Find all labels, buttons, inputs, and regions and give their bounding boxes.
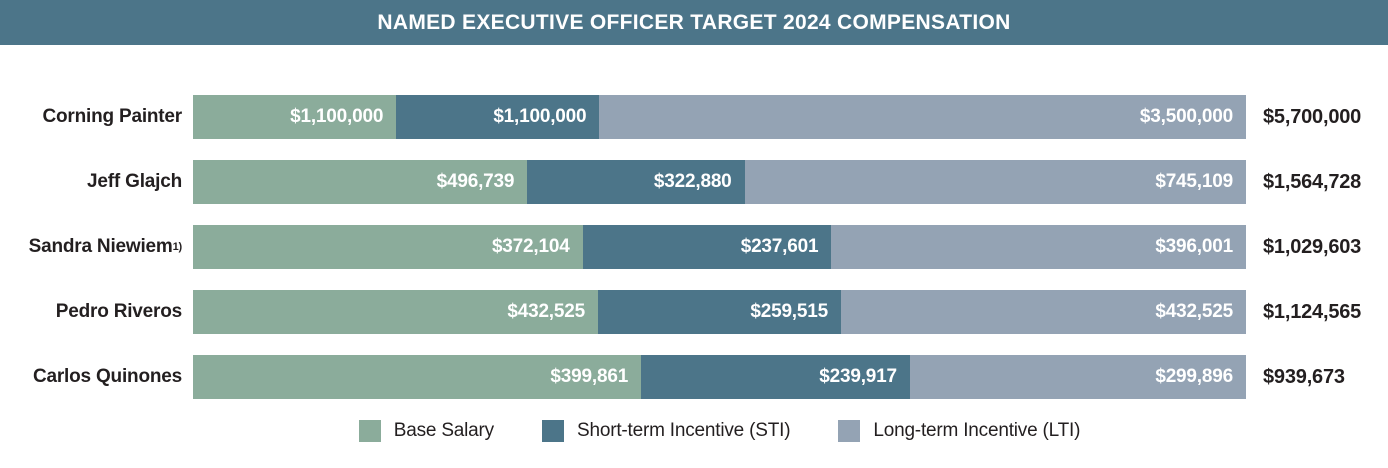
executive-name-label: Carlos Quinones xyxy=(32,366,182,387)
lti-value: $396,001 xyxy=(1155,236,1233,257)
sti-segment: $237,601 xyxy=(582,225,832,269)
compensation-bar: $496,739 $322,880 $745,109 xyxy=(193,160,1246,204)
chart-title: NAMED EXECUTIVE OFFICER TARGET 2024 COMP… xyxy=(377,10,1011,34)
total-compensation-value: $1,564,728 xyxy=(1263,170,1362,193)
sti-value: $322,880 xyxy=(653,171,732,192)
table-row: Jeff Glajch $496,739 $322,880 $745,109 $… xyxy=(0,160,1388,204)
legend-label: Short-term Incentive (STI) xyxy=(576,420,791,441)
table-row: Corning Painter $1,100,000 $1,100,000 $3… xyxy=(0,95,1388,139)
lti-value: $432,525 xyxy=(1155,301,1233,322)
legend-item-lti: Long-term Incentive (LTI) xyxy=(838,420,1080,442)
table-row: Sandra Niewiem 1) $372,104 $237,601 $396,… xyxy=(0,225,1388,269)
executive-name-label: Jeff Glajch xyxy=(87,171,182,192)
legend: Base Salary Short-term Incentive (STI) L… xyxy=(193,420,1246,442)
compensation-bar: $432,525 $259,515 $432,525 xyxy=(193,290,1246,334)
sti-segment: $322,880 xyxy=(527,160,745,204)
chart-title-banner: NAMED EXECUTIVE OFFICER TARGET 2024 COMP… xyxy=(0,0,1388,45)
base-salary-segment: $399,861 xyxy=(193,355,642,399)
sti-value: $1,100,000 xyxy=(493,106,587,127)
base-salary-segment: $432,525 xyxy=(193,290,598,334)
base-salary-swatch-icon xyxy=(358,420,381,442)
table-row: Pedro Riveros $432,525 $259,515 $432,525… xyxy=(0,290,1388,334)
executive-name-label: Sandra Niewiem 1) xyxy=(28,236,183,257)
lti-segment: $745,109 xyxy=(744,160,1246,204)
base-salary-segment: $496,739 xyxy=(193,160,528,204)
stacked-bar-chart: Corning Painter $1,100,000 $1,100,000 $3… xyxy=(0,95,1388,399)
lti-segment: $299,896 xyxy=(909,355,1246,399)
legend-label: Long-term Incentive (LTI) xyxy=(873,420,1081,441)
lti-value: $3,500,000 xyxy=(1139,106,1233,127)
total-compensation-value: $1,124,565 xyxy=(1263,300,1362,323)
sti-value: $239,917 xyxy=(819,366,897,387)
lti-segment: $3,500,000 xyxy=(599,95,1246,139)
base-salary-value: $432,525 xyxy=(507,301,585,322)
total-compensation-value: $1,029,603 xyxy=(1263,235,1362,258)
executive-name-label: Corning Painter xyxy=(42,106,182,127)
base-salary-value: $496,739 xyxy=(436,171,515,192)
lti-segment: $396,001 xyxy=(831,225,1246,269)
lti-swatch-icon xyxy=(838,420,861,442)
base-salary-value: $399,861 xyxy=(550,366,629,387)
compensation-bar: $399,861 $239,917 $299,896 xyxy=(193,355,1246,399)
legend-label: Base Salary xyxy=(393,420,494,441)
lti-value: $299,896 xyxy=(1155,366,1233,387)
total-compensation-value: $939,673 xyxy=(1263,365,1345,388)
sti-segment: $259,515 xyxy=(598,290,841,334)
base-salary-value: $372,104 xyxy=(491,236,570,257)
legend-item-base-salary: Base Salary xyxy=(358,420,494,442)
base-salary-value: $1,100,000 xyxy=(290,106,384,127)
lti-segment: $432,525 xyxy=(841,290,1246,334)
sti-segment: $239,917 xyxy=(641,355,910,399)
legend-item-sti: Short-term Incentive (STI) xyxy=(541,420,791,442)
base-salary-segment: $372,104 xyxy=(193,225,583,269)
compensation-bar: $372,104 $237,601 $396,001 xyxy=(193,225,1246,269)
executive-name-label: Pedro Riveros xyxy=(55,301,182,322)
sti-value: $237,601 xyxy=(740,236,819,257)
sti-value: $259,515 xyxy=(750,301,828,322)
sti-segment: $1,100,000 xyxy=(396,95,600,139)
total-compensation-value: $5,700,000 xyxy=(1263,105,1362,128)
sti-swatch-icon xyxy=(541,420,564,442)
compensation-bar: $1,100,000 $1,100,000 $3,500,000 xyxy=(193,95,1246,139)
base-salary-segment: $1,100,000 xyxy=(193,95,397,139)
table-row: Carlos Quinones $399,861 $239,917 $299,8… xyxy=(0,355,1388,399)
lti-value: $745,109 xyxy=(1155,171,1233,192)
